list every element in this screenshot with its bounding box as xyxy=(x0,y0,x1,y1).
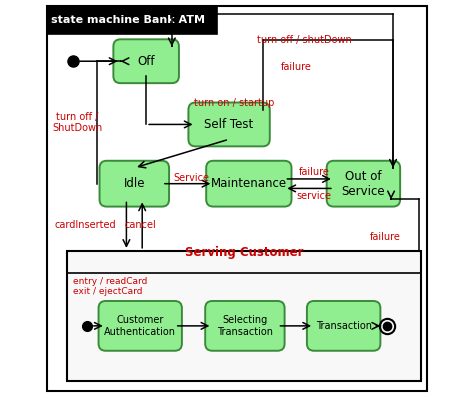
Text: Idle: Idle xyxy=(124,177,145,190)
FancyBboxPatch shape xyxy=(189,102,270,147)
Text: Service: Service xyxy=(173,173,210,183)
Text: Off: Off xyxy=(137,55,155,68)
FancyBboxPatch shape xyxy=(100,161,169,207)
Text: Selecting
Transaction: Selecting Transaction xyxy=(217,315,273,337)
Text: cardInserted: cardInserted xyxy=(54,220,116,230)
Text: failure: failure xyxy=(299,167,329,177)
Text: entry / readCard
exit / ejectCard: entry / readCard exit / ejectCard xyxy=(73,276,147,296)
Text: Transaction: Transaction xyxy=(316,321,372,331)
Text: Customer
Authentication: Customer Authentication xyxy=(104,315,176,337)
FancyBboxPatch shape xyxy=(307,301,380,351)
FancyBboxPatch shape xyxy=(99,301,182,351)
FancyBboxPatch shape xyxy=(67,251,421,381)
FancyBboxPatch shape xyxy=(205,301,284,351)
Text: Serving Customer: Serving Customer xyxy=(185,246,303,259)
Text: turn off /
ShutDown: turn off / ShutDown xyxy=(52,112,102,133)
Text: Maintenance: Maintenance xyxy=(211,177,287,190)
FancyBboxPatch shape xyxy=(113,40,179,83)
Text: cancel: cancel xyxy=(124,220,156,230)
FancyBboxPatch shape xyxy=(47,6,427,391)
Text: state machine Bank ATM: state machine Bank ATM xyxy=(51,15,205,25)
FancyBboxPatch shape xyxy=(47,6,217,34)
Text: Self Test: Self Test xyxy=(204,118,254,131)
Text: turn off / shutDown: turn off / shutDown xyxy=(257,34,352,45)
Text: service: service xyxy=(297,190,331,201)
Text: failure: failure xyxy=(281,62,312,72)
Text: Out of
Service: Out of Service xyxy=(342,170,385,198)
Text: turn on / startup: turn on / startup xyxy=(193,98,274,108)
FancyBboxPatch shape xyxy=(327,161,400,207)
Text: failure: failure xyxy=(370,232,401,242)
FancyBboxPatch shape xyxy=(206,161,292,207)
